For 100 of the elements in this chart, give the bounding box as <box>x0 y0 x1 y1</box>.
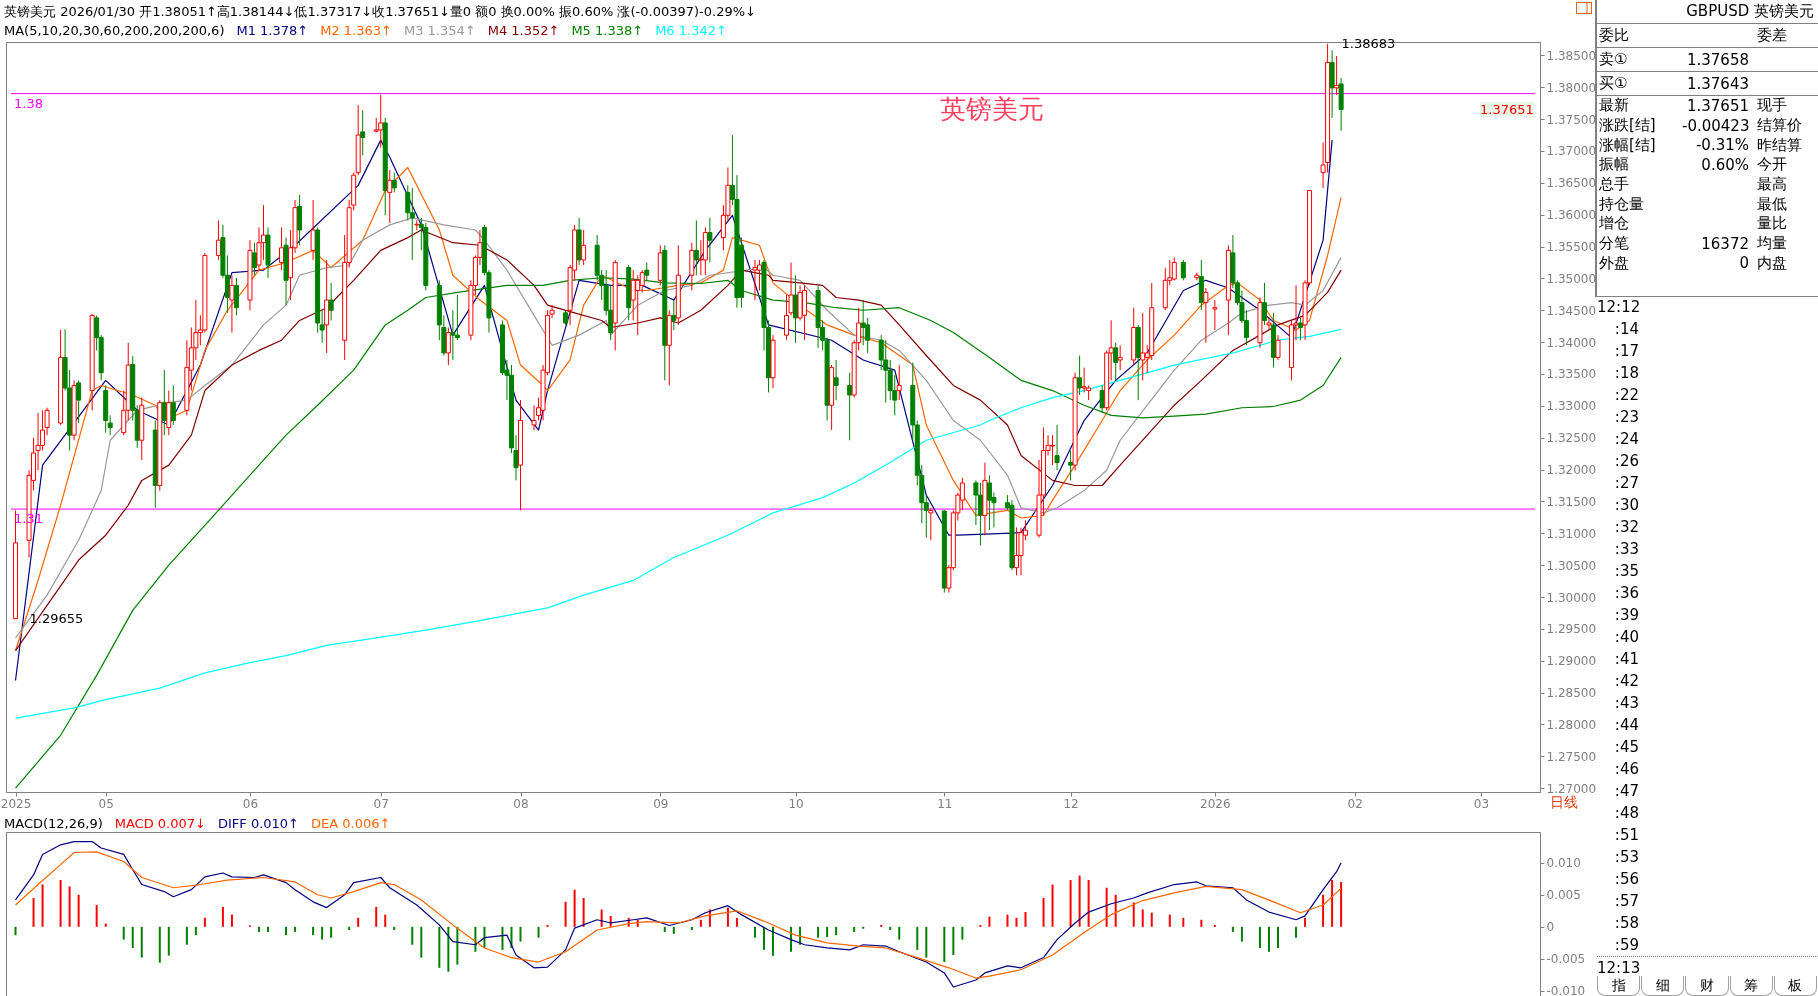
candlestick <box>1068 449 1074 481</box>
ref-line-label: 1.38 <box>14 95 43 111</box>
y-tick-label: 1.28000 <box>1546 717 1597 732</box>
candlestick <box>883 339 889 404</box>
candlestick <box>233 277 239 316</box>
bar <box>221 906 224 927</box>
text: :59 <box>1613 935 1639 956</box>
candlestick <box>707 217 713 263</box>
text: :22 <box>1613 385 1639 406</box>
bar <box>898 926 901 940</box>
bar <box>438 926 441 968</box>
y-tick-label: 1.36000 <box>1546 208 1597 223</box>
candlestick <box>671 299 677 331</box>
bar <box>131 926 134 948</box>
y-tick-label: 1.30500 <box>1546 558 1597 573</box>
bar <box>1340 881 1343 927</box>
text: 涨幅[结] -0.31% 昨结算 <box>1599 135 1802 155</box>
x-tick-label: 08 <box>513 796 529 811</box>
bar <box>519 926 522 942</box>
text: M1 1.378↑ <box>236 23 309 38</box>
x-tick-label: 2026 <box>1200 796 1231 811</box>
bar <box>826 926 829 938</box>
text: 最新 1.37651 现手 <box>1599 96 1787 115</box>
bar <box>384 914 387 927</box>
candlestick <box>896 364 902 401</box>
text: 增仓 量比 <box>1599 214 1787 233</box>
bar <box>104 923 107 927</box>
chart-subtitle: MA(5,10,20,30,60,200,200,200,6) <box>4 23 225 38</box>
text: :41 <box>1613 649 1639 670</box>
candlestick <box>833 359 839 401</box>
bar <box>285 926 288 936</box>
text: M4 1.352↑ <box>487 23 560 38</box>
bar <box>1231 926 1234 932</box>
bar <box>952 926 955 955</box>
x-tick-label: 12 <box>1063 796 1079 811</box>
bar <box>68 886 71 927</box>
text: MACD 0.007↓ <box>114 816 206 831</box>
bar <box>1024 912 1027 927</box>
text: :17 <box>1613 341 1639 362</box>
text: M5 1.338↑ <box>571 23 644 38</box>
bar <box>411 926 414 945</box>
bar <box>1276 926 1279 948</box>
bar <box>853 926 856 932</box>
text: :39 <box>1613 605 1639 626</box>
candlestick <box>391 172 397 193</box>
bar <box>294 926 297 932</box>
bar <box>835 926 838 936</box>
y-tick-label: 1.36500 <box>1546 176 1597 191</box>
bar <box>203 917 206 927</box>
bar <box>925 926 928 958</box>
bar <box>41 884 44 927</box>
text: 委比 委差 <box>1599 26 1787 44</box>
candlestick <box>1117 344 1123 371</box>
text: M6 1.342↑ <box>655 23 727 38</box>
text: :35 <box>1613 561 1639 582</box>
bar <box>267 926 270 932</box>
bar <box>456 926 459 965</box>
text: :45 <box>1613 737 1639 758</box>
candlestick <box>784 294 790 341</box>
text: :43 <box>1613 693 1639 714</box>
y-tick-label: 1.37500 <box>1546 112 1597 127</box>
chart-title: 英镑美元 2026/01/30 开1.38051↑高1.38144↓低1.37317↓收1.37651↓量0 额0 换0.00% 振0.60% 涨(-0.00397)-0.29%↓ <box>4 4 756 19</box>
bar <box>501 926 504 950</box>
x-tick-label: 02 <box>1347 796 1363 811</box>
bar <box>1087 880 1090 927</box>
candlestick <box>360 109 366 156</box>
y-tick-label: 1.34500 <box>1546 303 1597 318</box>
text: 卖① 1.37658 <box>1599 50 1749 69</box>
y-tick-label: -0.010 <box>1546 984 1586 996</box>
candlestick <box>445 326 451 366</box>
bar <box>735 917 738 927</box>
text: 振幅 0.60% 今开 <box>1599 155 1787 174</box>
bar <box>140 926 143 958</box>
bar <box>1295 926 1298 938</box>
text: 买① 1.37643 <box>1599 74 1749 93</box>
bar <box>672 926 675 934</box>
bar <box>663 926 666 932</box>
text: :24 <box>1613 429 1639 450</box>
candlestick <box>405 184 411 221</box>
y-tick-label: 0.005 <box>1546 888 1581 903</box>
bar <box>573 889 576 927</box>
text: M2 1.363↑ <box>320 23 392 38</box>
annotation: 英镑美元 <box>940 93 1044 126</box>
candlestick <box>1203 287 1209 344</box>
chart-title: MACD(12,26,9) <box>4 816 103 831</box>
bar <box>1006 914 1009 927</box>
bar <box>1240 926 1243 942</box>
bar <box>726 907 729 927</box>
bar <box>1042 897 1045 927</box>
text: 细 <box>1641 976 1685 996</box>
text: :36 <box>1613 583 1639 604</box>
annotation: 1.38683 <box>1341 35 1396 51</box>
text: 12:13 <box>1597 958 1641 978</box>
candlestick <box>635 274 641 336</box>
y-tick-label: 1.33500 <box>1546 367 1597 382</box>
bar <box>699 919 702 927</box>
y-tick-label: 1.38000 <box>1546 80 1597 95</box>
y-tick-label: 0 <box>1546 920 1555 935</box>
y-tick-label: 1.35000 <box>1546 271 1597 286</box>
candlestick <box>170 384 176 426</box>
